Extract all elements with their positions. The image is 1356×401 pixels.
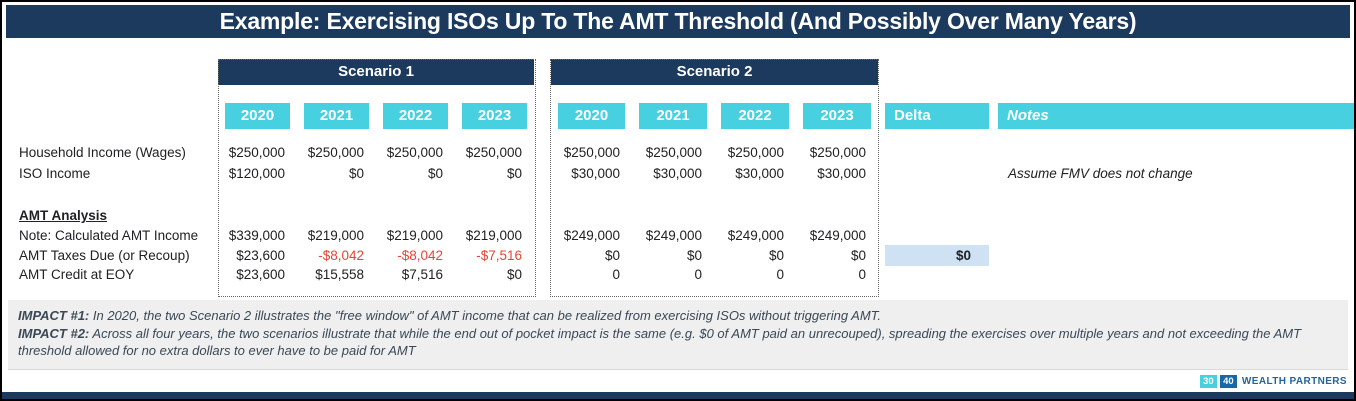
table-row-amt-credit: AMT Credit at EOY $23,600 $15,558 $7,516…: [16, 264, 1354, 285]
value-cell: $339,000: [228, 228, 285, 243]
impact-1-text: In 2020, the two Scenario 2 illustrates …: [89, 308, 882, 323]
note-fmv: Assume FMV does not change: [1008, 166, 1193, 181]
value-cell: $249,000: [645, 228, 702, 243]
value-cell: $0: [427, 166, 443, 181]
value-cell: $0: [850, 248, 866, 263]
value-cell: $0: [506, 166, 522, 181]
delta-header: Delta: [885, 103, 989, 129]
value-cell: $0: [348, 166, 364, 181]
table-row-amt-taxes-due: AMT Taxes Due (or Recoup) $23,600 -$8,04…: [16, 245, 1354, 266]
impact-1: IMPACT #1: In 2020, the two Scenario 2 i…: [18, 307, 1338, 325]
table-row-calculated-amt-income: Note: Calculated AMT Income $339,000 $21…: [16, 226, 1354, 245]
value-cell: 0: [858, 267, 866, 282]
value-cell: $30,000: [571, 166, 620, 181]
value-cell: $250,000: [809, 145, 866, 160]
value-cell: $7,516: [401, 267, 443, 282]
value-cell: $219,000: [307, 228, 364, 243]
value-cell: $0: [768, 248, 784, 263]
wealth-partners-logo: 30 40 WEALTH PARTNERS: [1199, 375, 1347, 388]
value-cell: $0: [506, 267, 522, 282]
impact-2-text: Across all four years, the two scenarios…: [18, 325, 1302, 359]
value-cell: $249,000: [727, 228, 784, 243]
scenario-header-row: Scenario 1 Scenario 2: [16, 59, 1354, 85]
value-cell: $30,000: [817, 166, 866, 181]
value-cell: $250,000: [228, 145, 285, 160]
value-cell: $250,000: [645, 145, 702, 160]
row-label: Household Income (Wages): [19, 145, 186, 160]
impact-1-label: IMPACT #1:: [18, 308, 90, 323]
row-label: ISO Income: [19, 166, 91, 181]
s1-year-2021: 2021: [304, 103, 369, 129]
s2-year-2020: 2020: [558, 103, 625, 129]
value-cell-negative: -$7,516: [476, 248, 522, 263]
value-cell: $250,000: [563, 145, 620, 160]
logo-box-40: 40: [1219, 375, 1237, 388]
value-cell: $219,000: [465, 228, 522, 243]
value-cell: 0: [694, 267, 702, 282]
value-cell: $0: [604, 248, 620, 263]
comparison-table: Scenario 1 Scenario 2 2020 2021 2022 202…: [2, 59, 1354, 297]
value-cell: $23,600: [236, 248, 285, 263]
spacer-row: [16, 184, 1354, 205]
value-cell: $120,000: [228, 166, 285, 181]
value-cell: $249,000: [809, 228, 866, 243]
value-cell: $219,000: [386, 228, 443, 243]
delta-value-cell: $0: [885, 245, 989, 266]
value-cell: $250,000: [727, 145, 784, 160]
logo-box-30: 30: [1199, 375, 1217, 388]
section-label: AMT Analysis: [19, 208, 108, 223]
value-cell: $30,000: [735, 166, 784, 181]
value-cell: $250,000: [386, 145, 443, 160]
value-cell: $0: [686, 248, 702, 263]
value-cell-negative: -$8,042: [318, 248, 364, 263]
table-row-amt-analysis: AMT Analysis: [16, 205, 1354, 226]
value-cell: $23,600: [236, 267, 285, 282]
bottom-accent-bar: [2, 392, 1354, 399]
impact-notes: IMPACT #1: In 2020, the two Scenario 2 i…: [8, 300, 1348, 370]
logo-name: WEALTH PARTNERS: [1241, 376, 1347, 387]
scenario1-header: Scenario 1: [218, 59, 534, 85]
notes-header: Notes: [998, 103, 1354, 129]
value-cell-negative: -$8,042: [397, 248, 443, 263]
s1-year-2023: 2023: [462, 103, 527, 129]
row-label: Note: Calculated AMT Income: [19, 228, 199, 243]
impact-2: IMPACT #2: Across all four years, the tw…: [18, 325, 1338, 360]
value-cell: 0: [612, 267, 620, 282]
s2-year-2023: 2023: [803, 103, 871, 129]
page-title: Example: Exercising ISOs Up To The AMT T…: [6, 5, 1350, 38]
value-cell: $30,000: [653, 166, 702, 181]
row-label: AMT Credit at EOY: [19, 267, 135, 282]
value-cell: $250,000: [465, 145, 522, 160]
year-header-row: 2020 2021 2022 2023 2020 2021 2022 2023 …: [16, 103, 1354, 129]
scenario2-header: Scenario 2: [551, 59, 878, 85]
spacer: [16, 129, 1354, 142]
table-row-household-income: Household Income (Wages) $250,000 $250,0…: [16, 142, 1354, 163]
s2-year-2022: 2022: [721, 103, 789, 129]
s1-year-2020: 2020: [225, 103, 290, 129]
table-row-iso-income: ISO Income $120,000 $0 $0 $0 $30,000 $30…: [16, 163, 1354, 184]
spacer: [16, 85, 1354, 103]
value-cell: 0: [776, 267, 784, 282]
impact-2-label: IMPACT #2:: [18, 325, 90, 341]
s1-year-2022: 2022: [383, 103, 448, 129]
value-cell: $15,558: [315, 267, 364, 282]
s2-year-2021: 2021: [639, 103, 707, 129]
value-cell: $250,000: [307, 145, 364, 160]
value-cell: $249,000: [563, 228, 620, 243]
row-label: AMT Taxes Due (or Recoup): [19, 248, 190, 263]
